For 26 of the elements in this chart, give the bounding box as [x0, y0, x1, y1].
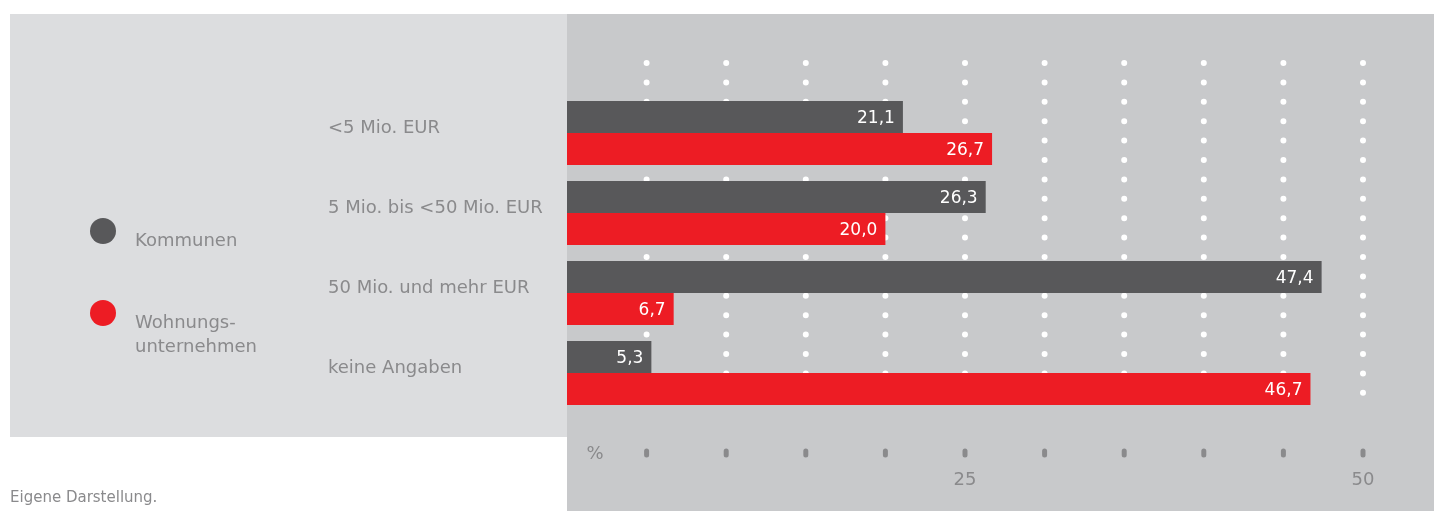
data-label: 6,7 [638, 299, 666, 319]
data-label: 26,7 [946, 139, 985, 159]
data-label: 46,7 [1264, 379, 1303, 399]
y-tick-label: <5 Mio. EUR [328, 116, 440, 137]
legend-label: Kommunen [135, 229, 238, 250]
bar [567, 213, 886, 245]
x-axis-title: % [586, 442, 604, 463]
text: Eigene Darstellung. [10, 488, 158, 506]
y-tick-label: 50 Mio. und mehr EUR [328, 276, 530, 297]
legend-label: Wohnungs-unternehmen [135, 311, 257, 356]
data-label: 47,4 [1275, 267, 1314, 287]
bar [567, 293, 674, 325]
data-label: 21,1 [857, 107, 895, 127]
y-tick-label: keine Angaben [328, 356, 463, 377]
bar [567, 181, 986, 213]
bar [567, 261, 1322, 293]
data-label: 20,0 [839, 219, 878, 239]
bar [567, 101, 903, 133]
x-tick-label: 50 [1351, 468, 1375, 489]
bar [567, 133, 993, 165]
data-label: 5,3 [616, 347, 644, 367]
x-tick-label: 25 [953, 468, 977, 489]
data-label: 26,3 [939, 187, 978, 207]
bar [567, 341, 652, 373]
bar [567, 373, 1311, 405]
y-tick-label: 5 Mio. bis <50 Mio. EUR [328, 196, 543, 217]
